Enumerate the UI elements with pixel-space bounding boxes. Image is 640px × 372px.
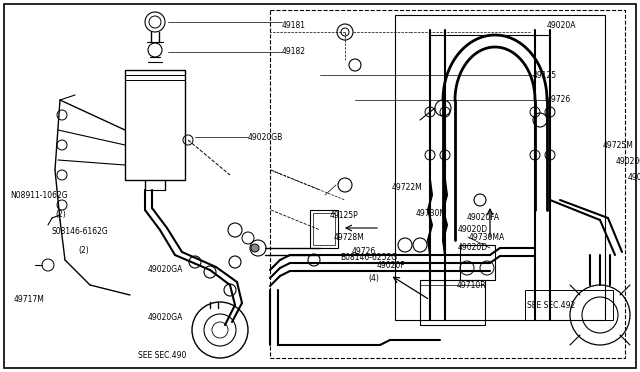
Text: SEE SEC.492: SEE SEC.492 [527, 301, 575, 310]
Circle shape [251, 244, 259, 252]
Text: 49717M: 49717M [14, 295, 45, 305]
Text: (2): (2) [78, 246, 89, 254]
Text: SEE SEC.490: SEE SEC.490 [138, 350, 186, 359]
Text: 49730M: 49730M [416, 208, 447, 218]
Bar [313, 213, 335, 245]
Text: S08146-6162G: S08146-6162G [52, 228, 109, 237]
Bar [460, 245, 495, 280]
Text: 49020D: 49020D [458, 225, 488, 234]
Text: 49181: 49181 [282, 20, 306, 29]
Bar [125, 70, 185, 180]
Bar [270, 10, 625, 358]
Bar [395, 15, 605, 320]
Text: (4): (4) [368, 273, 379, 282]
Text: 49182: 49182 [282, 48, 306, 57]
Bar [310, 210, 338, 248]
Text: 49020GA: 49020GA [148, 266, 184, 275]
Text: 49020F: 49020F [377, 260, 406, 269]
Text: 49020GB: 49020GB [248, 134, 284, 142]
Text: 49730MA: 49730MA [469, 234, 505, 243]
Text: 49020G: 49020G [616, 157, 640, 167]
Text: 49726: 49726 [352, 247, 376, 257]
Text: N08911-1062G: N08911-1062G [10, 192, 68, 201]
Bar [420, 280, 485, 325]
Text: 49020G: 49020G [628, 173, 640, 183]
Text: 49722M: 49722M [392, 183, 423, 192]
Text: (2): (2) [55, 211, 66, 219]
Text: B08146-6252G: B08146-6252G [340, 253, 397, 263]
Text: 49020D: 49020D [458, 244, 488, 253]
Text: 49726: 49726 [547, 96, 572, 105]
Text: 49020GA: 49020GA [148, 314, 184, 323]
Text: 49725M: 49725M [603, 141, 634, 150]
Text: 49020A: 49020A [547, 20, 577, 29]
Text: 49020FA: 49020FA [467, 214, 500, 222]
Bar [525, 290, 613, 320]
Text: 49710R: 49710R [457, 280, 486, 289]
Text: 49728M: 49728M [334, 234, 365, 243]
Text: 49125: 49125 [533, 71, 557, 80]
Text: 49125P: 49125P [330, 211, 359, 219]
